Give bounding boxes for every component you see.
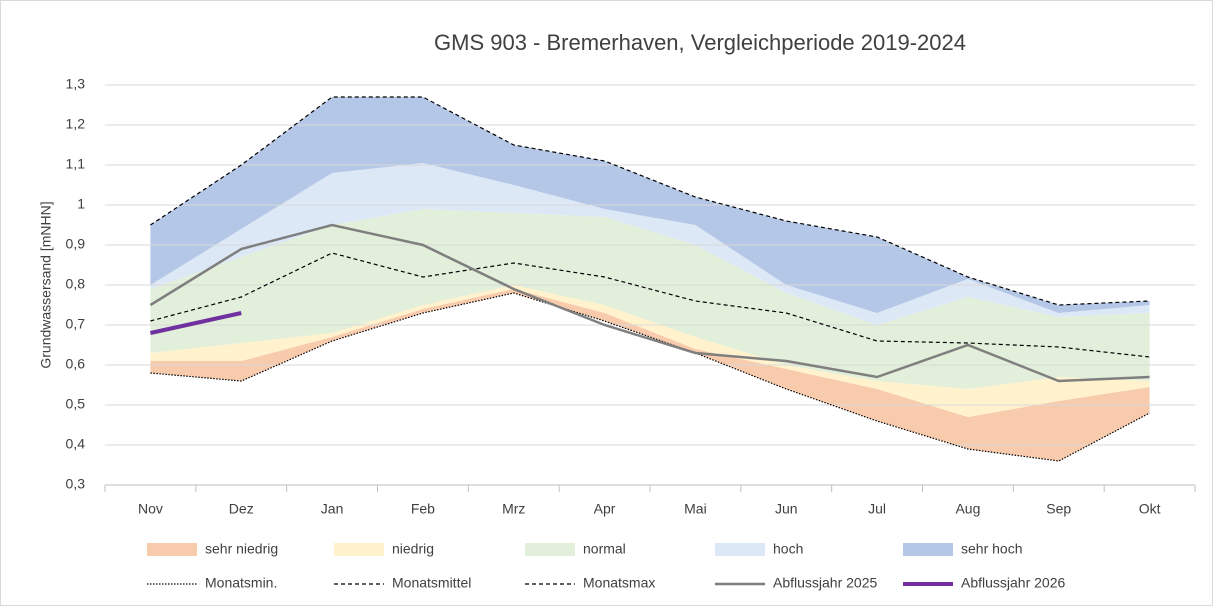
y-tick-label: 0,8 bbox=[66, 276, 86, 292]
x-tick-label: Jun bbox=[775, 501, 798, 517]
legend-label: hoch bbox=[773, 541, 803, 557]
line bbox=[149, 223, 1150, 383]
legend-label: Abflussjahr 2025 bbox=[773, 575, 878, 591]
chart-title: GMS 903 - Bremerhaven, Vergleichperiode … bbox=[434, 30, 966, 55]
line bbox=[149, 311, 242, 335]
legend-swatch bbox=[525, 543, 575, 556]
y-tick-label: 0,4 bbox=[66, 436, 86, 452]
y-tick-label: 0,9 bbox=[66, 236, 86, 252]
legend-swatch bbox=[147, 543, 197, 556]
legend-label: normal bbox=[583, 541, 626, 557]
legend-swatch bbox=[903, 543, 953, 556]
x-tick-label: Nov bbox=[138, 501, 163, 517]
legend-label: Monatsmittel bbox=[392, 575, 471, 591]
x-tick-label: Dez bbox=[229, 501, 254, 517]
y-axis-label: Grundwassersand [mNHN] bbox=[38, 201, 54, 368]
x-tick-label: Aug bbox=[955, 501, 980, 517]
y-tick-label: 1,3 bbox=[66, 76, 86, 92]
line bbox=[150, 292, 1150, 462]
x-tick-label: Okt bbox=[1139, 501, 1161, 517]
legend-swatch bbox=[715, 543, 765, 556]
y-tick-label: 1,2 bbox=[66, 116, 86, 132]
line bbox=[150, 96, 1150, 306]
band-area bbox=[150, 163, 1150, 325]
y-tick-label: 0,3 bbox=[66, 476, 86, 492]
legend-swatch bbox=[334, 543, 384, 556]
line bbox=[150, 252, 1150, 358]
legend-label: niedrig bbox=[392, 541, 434, 557]
x-tick-label: Jan bbox=[321, 501, 344, 517]
band-area bbox=[150, 285, 1150, 417]
y-tick-label: 1 bbox=[77, 196, 85, 212]
x-tick-label: Feb bbox=[411, 501, 435, 517]
x-tick-label: Mrz bbox=[502, 501, 525, 517]
y-tick-label: 1,1 bbox=[66, 156, 86, 172]
y-tick-label: 0,7 bbox=[66, 316, 86, 332]
band-area bbox=[150, 209, 1150, 389]
x-tick-label: Jul bbox=[868, 501, 886, 517]
legend-label: Abflussjahr 2026 bbox=[961, 575, 1066, 591]
y-tick-label: 0,5 bbox=[66, 396, 86, 412]
legend-label: Monatsmax bbox=[583, 575, 655, 591]
y-tick-label: 0,6 bbox=[66, 356, 86, 372]
x-tick-label: Sep bbox=[1046, 501, 1071, 517]
legend-label: sehr hoch bbox=[961, 541, 1022, 557]
legend-label: sehr niedrig bbox=[205, 541, 278, 557]
x-tick-label: Mai bbox=[684, 501, 707, 517]
legend-label: Monatsmin. bbox=[205, 575, 277, 591]
x-tick-label: Apr bbox=[594, 501, 616, 517]
band-area bbox=[150, 289, 1150, 461]
